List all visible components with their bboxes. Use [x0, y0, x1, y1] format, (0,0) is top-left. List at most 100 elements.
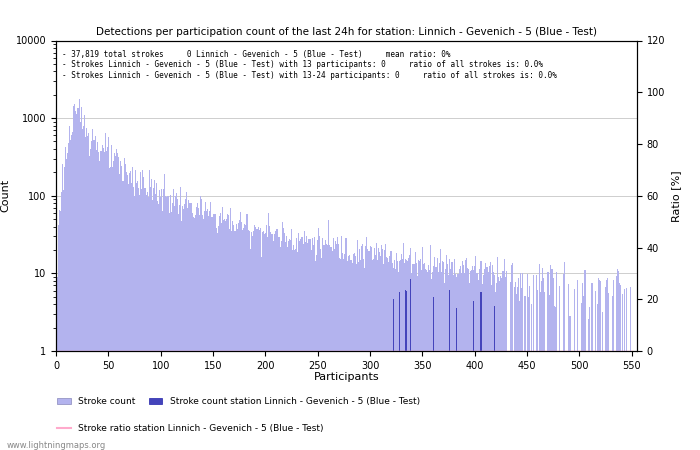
Bar — [316, 255, 317, 450]
Bar — [431, 279, 433, 450]
Bar — [157, 201, 158, 450]
Bar — [377, 260, 378, 450]
Bar — [93, 140, 95, 450]
Bar — [399, 261, 400, 450]
Bar — [385, 244, 386, 450]
Bar — [573, 351, 574, 450]
Bar — [76, 113, 78, 450]
Bar — [516, 294, 517, 450]
Bar — [224, 219, 225, 450]
Bar — [403, 243, 404, 450]
Bar — [624, 289, 625, 450]
Bar — [134, 196, 135, 450]
Bar — [399, 292, 400, 450]
Bar — [472, 266, 473, 450]
Bar — [498, 277, 499, 450]
Bar — [335, 241, 336, 450]
Bar — [287, 247, 288, 450]
Bar — [608, 293, 609, 450]
Bar — [160, 197, 161, 450]
Bar — [428, 266, 429, 450]
Bar — [279, 247, 281, 450]
Bar — [408, 258, 409, 450]
Bar — [199, 215, 200, 450]
Bar — [169, 195, 171, 450]
Bar — [131, 183, 132, 450]
Bar — [248, 230, 249, 450]
Bar — [553, 278, 554, 450]
Bar — [603, 351, 604, 450]
Bar — [239, 212, 241, 450]
Bar — [164, 174, 165, 450]
Bar — [83, 126, 84, 450]
Bar — [203, 219, 204, 450]
Bar — [221, 223, 222, 450]
Bar — [244, 224, 245, 450]
Bar — [62, 164, 63, 450]
Bar — [113, 161, 114, 450]
Bar — [276, 229, 277, 450]
Bar — [405, 290, 406, 450]
Bar — [469, 283, 470, 450]
Bar — [326, 244, 327, 450]
Bar — [355, 256, 356, 450]
Bar — [437, 258, 438, 450]
Bar — [536, 275, 537, 450]
Bar — [420, 259, 421, 450]
Bar — [302, 243, 304, 450]
Bar — [211, 217, 213, 450]
Bar — [447, 264, 448, 450]
Bar — [491, 285, 492, 450]
Bar — [465, 260, 466, 450]
Bar — [393, 260, 395, 450]
Bar — [429, 270, 430, 450]
Bar — [60, 211, 61, 450]
Bar — [362, 243, 363, 450]
Stroke ratio station Linnich - Gevenich - 5 (Blue - Test) — [274, 348, 282, 354]
Bar — [543, 278, 545, 450]
Bar — [315, 261, 316, 450]
Bar — [86, 128, 87, 450]
Bar — [574, 289, 575, 450]
Bar — [176, 193, 177, 450]
Bar — [349, 260, 351, 450]
Bar — [435, 267, 437, 450]
Bar — [274, 234, 275, 450]
Bar — [474, 266, 475, 450]
Bar — [70, 140, 71, 450]
Bar — [374, 255, 376, 450]
Bar — [111, 145, 112, 450]
Bar — [258, 230, 260, 450]
Bar — [496, 283, 497, 450]
Bar — [528, 286, 530, 450]
Bar — [319, 236, 321, 450]
Stroke ratio station Linnich - Gevenich - 5 (Blue - Test) — [314, 348, 323, 354]
Bar — [482, 275, 484, 450]
Bar — [484, 263, 486, 450]
Bar — [510, 282, 511, 450]
Bar — [251, 232, 252, 450]
Bar — [500, 275, 501, 450]
Bar — [358, 262, 359, 450]
Bar — [84, 115, 85, 450]
Bar — [489, 266, 490, 450]
Bar — [270, 232, 271, 450]
Bar — [589, 307, 590, 450]
Bar — [366, 237, 368, 450]
Bar — [291, 230, 292, 450]
Bar — [430, 245, 431, 450]
Bar — [114, 153, 115, 450]
Bar — [273, 241, 274, 450]
Bar — [80, 107, 82, 450]
Bar — [304, 242, 306, 450]
Bar — [600, 280, 601, 450]
Bar — [150, 179, 152, 450]
Bar — [405, 259, 406, 450]
Bar — [488, 272, 489, 450]
Bar — [327, 245, 328, 450]
Bar — [154, 180, 155, 450]
Bar — [515, 282, 516, 450]
Bar — [142, 170, 144, 450]
Bar — [494, 275, 495, 450]
Bar — [346, 261, 347, 450]
